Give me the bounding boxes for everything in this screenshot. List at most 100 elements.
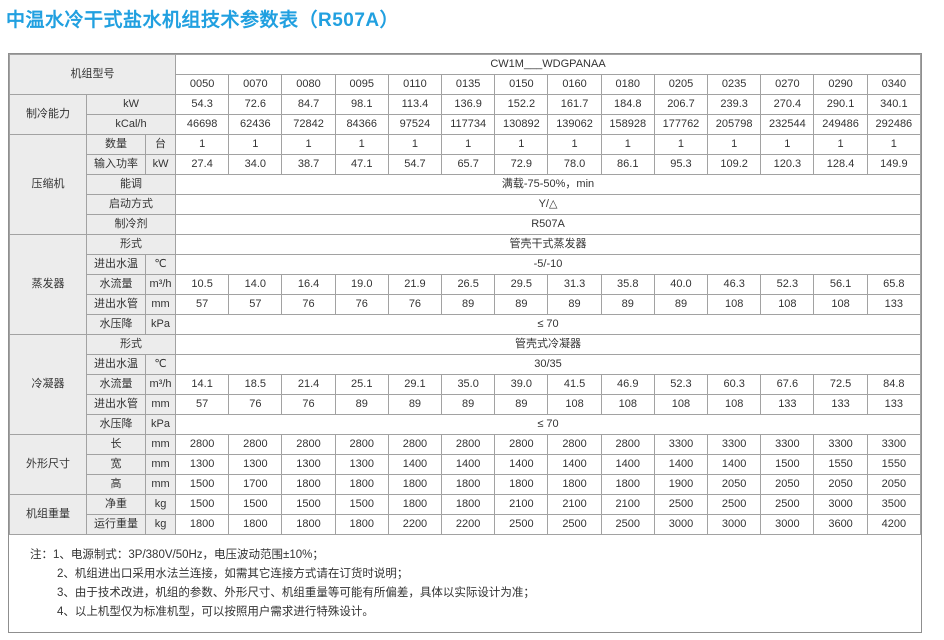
data-cell: 158928 [600,114,655,135]
data-cell: 108 [600,394,655,415]
model-column-header: 0270 [760,74,815,95]
data-cell: 2200 [387,514,443,535]
data-cell: 54.3 [175,94,230,115]
merged-value-cell: -5/-10 [175,254,921,275]
row-label: 长 [86,434,146,455]
row-label: 水压降 [86,314,146,335]
data-cell: 1 [228,134,283,155]
data-cell: 34.0 [228,154,283,175]
data-cell: 1 [494,134,549,155]
unit-label: mm [144,434,177,455]
merged-value-cell: 管壳干式蒸发器 [175,234,921,255]
data-cell: 86.1 [600,154,655,175]
data-cell: 1800 [228,514,283,535]
table-row: 进出水管 mm 57 76 76 89 89 89 89 108 108 108 108 133 133 13… [10,394,922,415]
data-cell: 133 [866,294,922,315]
data-cell: 249486 [813,114,868,135]
data-cell: 108 [547,394,602,415]
data-cell: 72.9 [494,154,549,175]
data-cell: 72.5 [813,374,868,395]
data-cell: 1800 [334,514,389,535]
data-cell: 3300 [707,434,762,455]
data-cell: 128.4 [813,154,868,175]
data-cell: 1500 [334,494,389,515]
data-cell: 1500 [175,474,230,495]
table-row: 进出水温 ℃ 30/35 [10,354,921,375]
data-cell: 52.3 [760,274,815,295]
data-cell: 2050 [866,474,922,495]
data-cell: 1 [547,134,602,155]
data-cell: 57 [175,394,230,415]
table-row: 启动方式 Y/△ [10,194,921,215]
data-cell: 18.5 [228,374,283,395]
data-cell: 2200 [441,514,496,535]
data-cell: 38.7 [281,154,336,175]
data-cell: 108 [653,394,709,415]
data-cell: 89 [387,394,443,415]
data-cell: 1800 [387,474,443,495]
data-cell: 1800 [175,514,230,535]
data-cell: 29.1 [387,374,443,395]
data-cell: 2500 [760,494,815,515]
data-cell: 2500 [494,514,549,535]
data-cell: 21.9 [387,274,443,295]
row-label: 水压降 [86,414,146,435]
data-cell: 19.0 [334,274,389,295]
table-row: 水流量 m³/h 10.5 14.0 16.4 19.0 21.9 26.5 29.5 31.3 3… [10,274,922,295]
model-column-header: 0095 [334,74,389,95]
unit-label: kg [144,494,177,515]
data-cell: 84.7 [281,94,336,115]
data-cell: 25.1 [334,374,389,395]
data-cell: 2800 [547,434,602,455]
unit-label: m³/h [144,374,177,395]
model-column-header: 0070 [228,74,283,95]
data-cell: 52.3 [653,374,709,395]
row-label: 数量 [86,134,146,155]
data-cell: 2050 [760,474,815,495]
data-cell: 1 [813,134,868,155]
data-cell: 89 [653,294,709,315]
data-cell: 3300 [653,434,709,455]
row-label: kW [85,94,177,115]
data-cell: 1800 [600,474,655,495]
table-row: 蒸发器 形式 管壳干式蒸发器 [9,234,921,335]
data-cell: 2800 [281,434,336,455]
model-column-header: 0290 [813,74,868,95]
notes-prefix: 注： [30,549,53,561]
note-item: 注：1、电源制式：3P/380V/50Hz，电压波动范围±10%； [30,549,324,561]
group-label: 蒸发器 [9,234,87,335]
data-cell: 340.1 [866,94,922,115]
data-cell: 152.2 [494,94,549,115]
table-row: 进出水管 mm 57 57 76 76 76 89 89 89 89 89 108 108 108 133 [10,294,922,315]
row-label: 进出水管 [86,394,146,415]
data-cell: 1800 [441,474,496,495]
data-cell: 290.1 [813,94,868,115]
data-cell: 2500 [600,514,655,535]
data-cell: 1800 [441,494,496,515]
data-cell: 1 [653,134,709,155]
data-cell: 3000 [813,494,868,515]
data-cell: 3600 [813,514,868,535]
data-cell: 47.1 [334,154,389,175]
data-cell: 161.7 [547,94,602,115]
data-cell: 2800 [334,434,389,455]
data-cell: 2500 [707,494,762,515]
data-cell: 1400 [653,454,709,475]
data-cell: 1500 [228,494,283,515]
data-cell: 54.7 [387,154,443,175]
data-cell: 62436 [228,114,283,135]
unit-label: mm [144,394,177,415]
unit-label: mm [144,474,177,495]
data-cell: 2100 [494,494,549,515]
data-cell: 1800 [334,474,389,495]
merged-value-cell: 管壳式冷凝器 [175,334,921,355]
data-cell: 1800 [494,474,549,495]
row-label: kCal/h [85,114,177,135]
data-cell: 1400 [387,454,443,475]
merged-value-cell: 满载-75-50%，min [175,174,921,195]
notes-section: 注：1、电源制式：3P/380V/50Hz，电压波动范围±10%； 2、机组进出口… [9,535,921,632]
data-cell: 76 [281,394,336,415]
data-cell: 205798 [707,114,762,135]
data-cell: 1400 [600,454,655,475]
row-label: 水流量 [86,274,146,295]
